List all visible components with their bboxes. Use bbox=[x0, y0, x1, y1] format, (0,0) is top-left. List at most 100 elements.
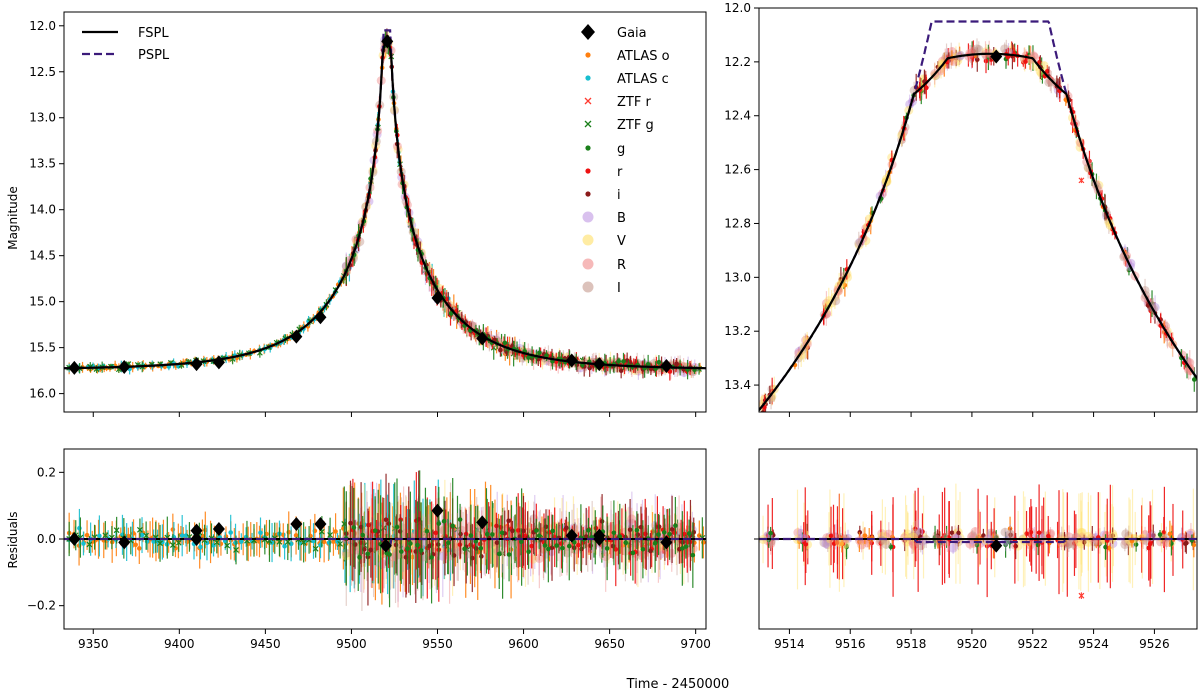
data-point bbox=[974, 45, 984, 55]
data-point bbox=[1008, 532, 1013, 538]
data-point bbox=[931, 71, 941, 81]
data-point bbox=[683, 544, 689, 549]
data-point bbox=[623, 540, 629, 545]
y-tick-label: 12.8 bbox=[724, 216, 751, 230]
main-light-curve-panel: 12.0 12.5 13.0 13.5 14.0 14.5 15.0 15.5 16.0 Mag… bbox=[6, 11, 707, 417]
data-point bbox=[801, 539, 807, 545]
data-point bbox=[562, 548, 572, 558]
legend-R-label: R bbox=[617, 258, 626, 273]
gaia-point bbox=[381, 34, 394, 49]
gaia-point bbox=[565, 528, 578, 543]
data-point bbox=[536, 533, 542, 539]
data-point bbox=[566, 543, 572, 549]
y-tick-label: 13.4 bbox=[724, 378, 751, 392]
fspl-curve bbox=[759, 52, 1197, 411]
data-point bbox=[877, 535, 887, 545]
legend-ztf-g-label: ZTF g bbox=[617, 118, 654, 133]
data-point bbox=[523, 526, 533, 536]
gaia-point bbox=[68, 532, 81, 546]
y-tick-label: 15.0 bbox=[29, 295, 56, 309]
pspl-curve bbox=[759, 20, 1197, 411]
data-point bbox=[286, 529, 292, 535]
x-tick-label: 9520 bbox=[957, 637, 988, 651]
data-point bbox=[948, 543, 958, 553]
data-point bbox=[857, 539, 862, 545]
data-point bbox=[691, 529, 697, 535]
data-point bbox=[84, 532, 90, 538]
legend-ztf-g-swatch bbox=[584, 120, 592, 128]
data-point bbox=[656, 359, 662, 365]
data-point bbox=[498, 347, 503, 353]
data-point bbox=[534, 553, 544, 563]
data-point bbox=[559, 541, 564, 546]
data-point bbox=[669, 527, 675, 532]
data-point bbox=[819, 538, 829, 548]
data-point bbox=[429, 555, 434, 560]
data-point bbox=[464, 522, 474, 532]
data-point bbox=[418, 548, 424, 553]
x-axis-ticks: 9514 9516 9518 9520 9522 9524 9526 bbox=[774, 629, 1170, 651]
data-point bbox=[877, 529, 887, 539]
data-point bbox=[506, 552, 512, 557]
data-point bbox=[457, 542, 463, 547]
data-point bbox=[956, 530, 961, 536]
data-point bbox=[966, 532, 976, 542]
gaia-point bbox=[314, 310, 327, 325]
gaia-point bbox=[379, 538, 392, 553]
x-axis-ticks: 9350 9400 9450 9500 9550 9600 9650 9700 bbox=[78, 629, 711, 651]
data-point bbox=[617, 534, 623, 539]
gaia-point bbox=[431, 290, 444, 305]
gaia-point bbox=[990, 49, 1003, 64]
data-point bbox=[1110, 533, 1116, 538]
data-point bbox=[661, 530, 667, 535]
data-point bbox=[1045, 533, 1051, 539]
gaia-point bbox=[212, 522, 225, 536]
data-point bbox=[916, 541, 926, 551]
data-point bbox=[912, 526, 918, 532]
data-point bbox=[526, 549, 531, 555]
data-point bbox=[321, 539, 327, 545]
data-point bbox=[160, 539, 165, 545]
y-tick-label: 15.5 bbox=[29, 341, 56, 355]
data-point bbox=[357, 555, 362, 560]
data-point bbox=[502, 340, 508, 346]
data-point bbox=[674, 361, 679, 367]
y-tick-label: 12.2 bbox=[724, 55, 751, 69]
data-point bbox=[667, 531, 672, 537]
axes-frame bbox=[63, 11, 707, 413]
data-point bbox=[362, 528, 372, 538]
x-tick-label: 9400 bbox=[164, 637, 195, 651]
data-point bbox=[143, 532, 150, 539]
data-point bbox=[572, 539, 577, 545]
data-point bbox=[1078, 592, 1085, 599]
data-point bbox=[331, 539, 336, 544]
x-tick-label: 9700 bbox=[680, 637, 711, 651]
x-tick-label: 9600 bbox=[508, 637, 539, 651]
legend-v-swatch bbox=[582, 234, 594, 246]
gaia-point bbox=[660, 359, 673, 374]
data-point bbox=[448, 311, 454, 316]
data-point bbox=[102, 532, 109, 539]
data-point bbox=[1147, 541, 1153, 547]
data-point bbox=[983, 58, 989, 64]
data-point bbox=[1106, 545, 1112, 551]
legend-gaia-swatch bbox=[581, 24, 595, 40]
data-point bbox=[169, 542, 176, 548]
data-point bbox=[1046, 77, 1056, 87]
data-point bbox=[610, 543, 616, 549]
data-point bbox=[1184, 540, 1189, 546]
data-point bbox=[839, 541, 845, 547]
gaia-point bbox=[68, 360, 81, 375]
data-point bbox=[337, 540, 344, 547]
data-point bbox=[971, 48, 976, 54]
data-point bbox=[917, 534, 923, 539]
data-point bbox=[793, 528, 803, 538]
gaia-point bbox=[290, 517, 303, 531]
data-point bbox=[673, 523, 678, 528]
data-point bbox=[554, 543, 559, 548]
data-point bbox=[86, 541, 93, 548]
y-tick-label: 13.0 bbox=[724, 270, 751, 284]
data-point bbox=[408, 541, 413, 546]
data-point bbox=[635, 532, 641, 537]
data-point bbox=[796, 539, 802, 545]
